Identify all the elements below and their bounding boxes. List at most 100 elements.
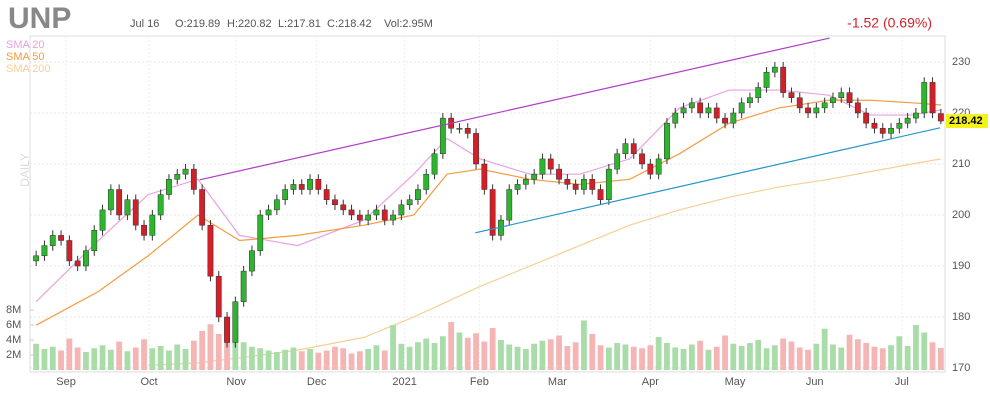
x-tick-label: Mar bbox=[548, 376, 567, 388]
plot-frame bbox=[29, 35, 946, 373]
x-tick-label: 2021 bbox=[392, 376, 416, 388]
candle-body bbox=[431, 153, 438, 175]
quote-open: O:219.89 bbox=[175, 18, 220, 30]
volume-bar bbox=[166, 350, 172, 370]
candle-body bbox=[688, 102, 695, 109]
candle-body bbox=[854, 102, 861, 114]
volume-bar bbox=[888, 345, 894, 370]
candle-body bbox=[838, 92, 845, 98]
candle-body bbox=[539, 158, 546, 175]
volume-bar bbox=[813, 343, 820, 370]
candle-body bbox=[489, 189, 496, 236]
candle-body bbox=[340, 204, 347, 211]
candle-body bbox=[356, 214, 363, 221]
candle-body bbox=[672, 112, 679, 124]
last-price-label: 218.42 bbox=[949, 115, 983, 127]
volume-bar bbox=[755, 340, 762, 370]
volume-bar bbox=[572, 342, 579, 370]
candle-body bbox=[771, 66, 778, 73]
volume-tick-label: 4M bbox=[6, 334, 21, 346]
volume-bar bbox=[605, 347, 612, 370]
volume-bar bbox=[406, 346, 413, 370]
candle-body bbox=[788, 92, 795, 98]
candle-body bbox=[66, 240, 73, 262]
volume-bar bbox=[697, 340, 704, 370]
volume-bar bbox=[688, 344, 695, 370]
volume-bar bbox=[141, 339, 147, 370]
volume-bar bbox=[722, 335, 728, 370]
candle-body bbox=[622, 143, 629, 155]
volume-bar bbox=[655, 337, 662, 370]
candle-body bbox=[572, 184, 579, 190]
volume-bar bbox=[273, 352, 280, 370]
volume-bar bbox=[290, 347, 297, 370]
candle-body bbox=[91, 230, 98, 251]
y-tick-label: 170 bbox=[952, 362, 970, 374]
candle-body bbox=[99, 209, 106, 231]
volume-bar bbox=[365, 349, 372, 370]
trendline bbox=[475, 127, 941, 234]
volume-bar bbox=[207, 324, 214, 370]
volume-bar bbox=[913, 325, 919, 370]
volume-bar bbox=[514, 346, 521, 370]
candle-body bbox=[406, 199, 413, 206]
volume-bar bbox=[846, 334, 853, 370]
volume-bar bbox=[356, 351, 363, 370]
volume-bar bbox=[282, 349, 289, 370]
candle-body bbox=[199, 189, 206, 226]
candle-body bbox=[365, 214, 372, 221]
candle-body bbox=[722, 117, 728, 124]
volume-bar bbox=[149, 348, 156, 370]
candle-body bbox=[290, 184, 297, 190]
volume-bar bbox=[929, 342, 936, 370]
candle-body bbox=[913, 112, 919, 119]
volume-bar bbox=[132, 347, 139, 370]
volume-bar bbox=[199, 331, 206, 370]
candle-body bbox=[813, 107, 820, 114]
candle-body bbox=[282, 189, 289, 200]
sma-line bbox=[35, 89, 941, 303]
volume-bar bbox=[647, 345, 654, 370]
volume-bar bbox=[763, 348, 770, 370]
candle-body bbox=[805, 107, 811, 114]
y-tick-label: 230 bbox=[952, 56, 970, 68]
candle-body bbox=[705, 107, 712, 114]
candle-body bbox=[879, 128, 886, 134]
volume-bar bbox=[348, 353, 355, 370]
legend-entry: SMA 50 bbox=[6, 51, 45, 63]
volume-bar bbox=[307, 349, 313, 370]
candle-body bbox=[132, 199, 139, 226]
candle-body bbox=[224, 316, 230, 343]
volume-bar bbox=[439, 336, 446, 370]
candle-body bbox=[921, 82, 928, 114]
volume-bar bbox=[780, 338, 787, 370]
candle-body bbox=[298, 184, 305, 190]
quote-high: H:220.82 bbox=[227, 18, 272, 30]
volume-bar bbox=[854, 339, 861, 370]
candle-body bbox=[863, 112, 870, 124]
candle-body bbox=[215, 275, 222, 318]
x-tick-label: Oct bbox=[140, 376, 157, 388]
volume-bar bbox=[531, 343, 538, 370]
volume-bar bbox=[597, 345, 604, 370]
candle-body bbox=[332, 199, 338, 206]
volume-bar bbox=[664, 343, 670, 370]
volume-bar bbox=[680, 349, 687, 370]
volume-bar bbox=[49, 346, 56, 370]
volume-bar bbox=[788, 341, 795, 370]
volume-bar bbox=[937, 347, 944, 370]
candle-body bbox=[116, 189, 123, 216]
candle-body bbox=[398, 204, 405, 216]
volume-bar bbox=[564, 346, 571, 370]
x-tick-label: Jun bbox=[806, 376, 824, 388]
candle-body bbox=[107, 189, 114, 211]
candle-body bbox=[232, 301, 239, 343]
candle-body bbox=[597, 189, 604, 200]
candle-body bbox=[531, 173, 538, 180]
candle-body bbox=[481, 163, 488, 190]
candle-body bbox=[556, 168, 562, 180]
volume-bar bbox=[66, 338, 73, 370]
volume-bar bbox=[805, 349, 811, 370]
volume-bar bbox=[622, 344, 629, 370]
